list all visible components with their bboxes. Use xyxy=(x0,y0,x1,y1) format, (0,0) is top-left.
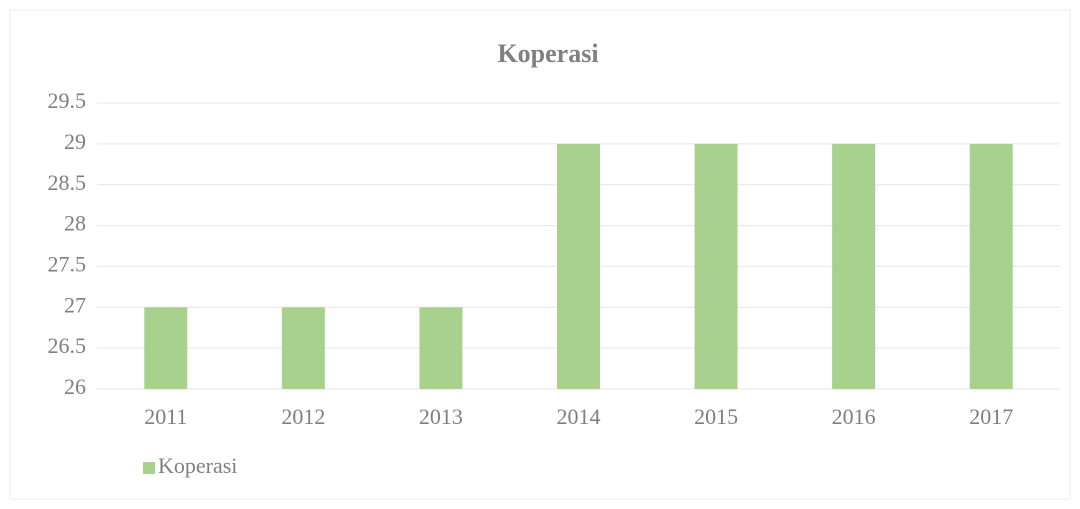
y-tick-label: 26.5 xyxy=(48,333,87,358)
y-tick-label: 27 xyxy=(64,292,86,317)
chart-title: Koperasi xyxy=(497,39,598,68)
y-tick-label: 28 xyxy=(64,211,86,236)
y-tick-label: 29 xyxy=(64,129,86,154)
x-tick-label: 2015 xyxy=(694,404,738,429)
bar xyxy=(144,307,188,389)
y-tick-label: 26 xyxy=(64,374,86,399)
x-tick-label: 2013 xyxy=(419,404,463,429)
y-tick-label: 29.5 xyxy=(48,88,87,113)
x-tick-label: 2016 xyxy=(832,404,876,429)
x-tick-label: 2012 xyxy=(281,404,325,429)
bar xyxy=(694,143,738,389)
y-tick-label: 28.5 xyxy=(48,170,87,195)
legend-swatch xyxy=(143,462,155,474)
bar xyxy=(557,143,600,389)
legend-label: Koperasi xyxy=(158,453,237,478)
chart-frame xyxy=(9,9,1071,500)
bar xyxy=(281,307,325,389)
bar xyxy=(419,307,463,389)
x-tick-label: 2011 xyxy=(144,404,187,429)
bar xyxy=(832,143,876,389)
x-tick-label: 2014 xyxy=(557,404,601,429)
y-tick-label: 27.5 xyxy=(48,251,87,276)
x-tick-label: 2017 xyxy=(969,404,1013,429)
bar xyxy=(969,143,1013,389)
